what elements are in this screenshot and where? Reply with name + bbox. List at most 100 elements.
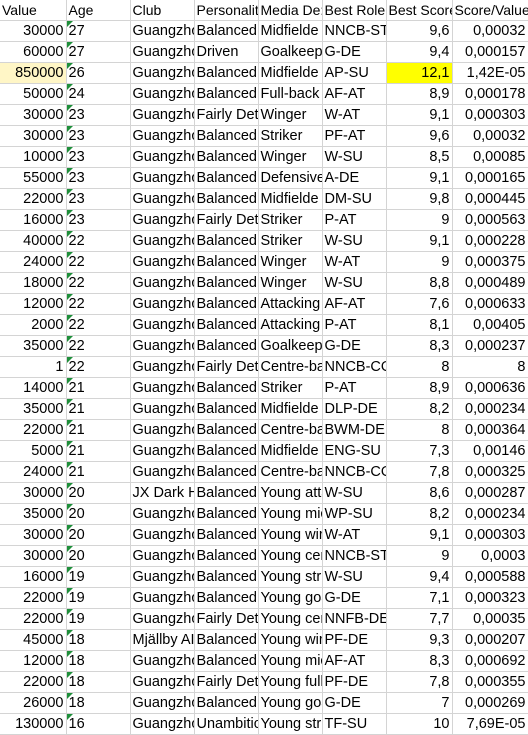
cell-age[interactable]: 22 [66, 293, 131, 315]
cell-value[interactable]: 30000 [0, 545, 67, 567]
cell-age[interactable]: 18 [66, 650, 131, 672]
cell-best-score[interactable]: 9,1 [386, 524, 453, 546]
cell-club[interactable]: Guangzho [130, 335, 195, 357]
cell-club[interactable]: Guangzho [130, 167, 195, 189]
cell-best-role[interactable]: P-AT [322, 209, 387, 231]
cell-personality[interactable]: Balanced [194, 482, 259, 504]
cell-best-role[interactable]: W-SU [322, 230, 387, 252]
cell-personality[interactable]: Balanced [194, 83, 259, 105]
cell-score-per-value[interactable]: 0,00405 [452, 314, 528, 336]
cell-media-description[interactable]: Young wir [258, 524, 323, 546]
cell-club[interactable]: Guangzho [130, 230, 195, 252]
cell-score-per-value[interactable]: 7,69E-05 [452, 713, 528, 735]
cell-best-role[interactable]: NNCB-CO [322, 356, 387, 378]
cell-best-role[interactable]: P-AT [322, 377, 387, 399]
cell-best-role[interactable]: NNCB-CO [322, 461, 387, 483]
cell-personality[interactable]: Balanced [194, 167, 259, 189]
cell-club[interactable]: Guangzho [130, 692, 195, 714]
cell-media-description[interactable]: Defensive [258, 167, 323, 189]
cell-best-score[interactable]: 8,2 [386, 503, 453, 525]
cell-score-per-value[interactable]: 0,000325 [452, 461, 528, 483]
cell-media-description[interactable]: Young full [258, 671, 323, 693]
cell-club[interactable]: Guangzho [130, 146, 195, 168]
cell-media-description[interactable]: Centre-ba [258, 419, 323, 441]
cell-age[interactable]: 21 [66, 419, 131, 441]
cell-best-role[interactable]: W-AT [322, 524, 387, 546]
cell-score-per-value[interactable]: 0,00032 [452, 125, 528, 147]
cell-best-role[interactable]: AF-AT [322, 83, 387, 105]
cell-value[interactable]: 35000 [0, 335, 67, 357]
cell-club[interactable]: Guangzho [130, 587, 195, 609]
cell-best-score[interactable]: 10 [386, 713, 453, 735]
cell-best-role[interactable]: WP-SU [322, 503, 387, 525]
cell-score-per-value[interactable]: 0,000563 [452, 209, 528, 231]
cell-age[interactable]: 19 [66, 608, 131, 630]
cell-media-description[interactable]: Winger [258, 104, 323, 126]
cell-personality[interactable]: Balanced [194, 461, 259, 483]
cell-best-score[interactable]: 7,8 [386, 671, 453, 693]
cell-club[interactable]: Guangzho [130, 62, 195, 84]
cell-best-role[interactable]: PF-DE [322, 629, 387, 651]
cell-media-description[interactable]: Striker [258, 377, 323, 399]
cell-value[interactable]: 50000 [0, 83, 67, 105]
cell-best-score[interactable]: 7 [386, 692, 453, 714]
cell-media-description[interactable]: Young stri [258, 566, 323, 588]
cell-value[interactable]: 30000 [0, 104, 67, 126]
cell-best-role[interactable]: A-DE [322, 167, 387, 189]
cell-personality[interactable]: Balanced [194, 293, 259, 315]
cell-personality[interactable]: Balanced [194, 335, 259, 357]
cell-best-score[interactable]: 7,6 [386, 293, 453, 315]
cell-media-description[interactable]: Young atta [258, 482, 323, 504]
cell-score-per-value[interactable]: 8 [452, 356, 528, 378]
cell-best-score[interactable]: 8,2 [386, 398, 453, 420]
cell-personality[interactable]: Balanced [194, 188, 259, 210]
cell-media-description[interactable]: Goalkeep [258, 41, 323, 63]
cell-value[interactable]: 1 [0, 356, 67, 378]
cell-best-role[interactable]: DM-SU [322, 188, 387, 210]
cell-score-per-value[interactable]: 0,000489 [452, 272, 528, 294]
cell-personality[interactable]: Balanced [194, 125, 259, 147]
cell-value[interactable]: 22000 [0, 419, 67, 441]
cell-age[interactable]: 21 [66, 461, 131, 483]
cell-club[interactable]: Guangzho [130, 314, 195, 336]
cell-best-score[interactable]: 9,6 [386, 20, 453, 42]
cell-best-score[interactable]: 8 [386, 419, 453, 441]
cell-age[interactable]: 27 [66, 41, 131, 63]
cell-score-per-value[interactable]: 0,000633 [452, 293, 528, 315]
cell-personality[interactable]: Balanced [194, 440, 259, 462]
cell-value[interactable]: 10000 [0, 146, 67, 168]
cell-club[interactable]: Guangzho [130, 356, 195, 378]
cell-age[interactable]: 23 [66, 104, 131, 126]
cell-club[interactable]: Guangzho [130, 41, 195, 63]
header-age[interactable]: Age [66, 0, 131, 21]
cell-best-role[interactable]: G-DE [322, 41, 387, 63]
cell-score-per-value[interactable]: 0,000234 [452, 503, 528, 525]
cell-value[interactable]: 12000 [0, 293, 67, 315]
cell-media-description[interactable]: Midfielde [258, 20, 323, 42]
cell-best-role[interactable]: G-DE [322, 692, 387, 714]
cell-club[interactable]: Guangzho [130, 398, 195, 420]
cell-age[interactable]: 19 [66, 566, 131, 588]
cell-personality[interactable]: Balanced [194, 146, 259, 168]
header-club[interactable]: Club [130, 0, 195, 21]
cell-club[interactable]: Guangzho [130, 545, 195, 567]
cell-media-description[interactable]: Young mic [258, 503, 323, 525]
cell-best-role[interactable]: NNCB-ST [322, 545, 387, 567]
cell-value[interactable]: 60000 [0, 41, 67, 63]
cell-value[interactable]: 35000 [0, 398, 67, 420]
cell-club[interactable]: Guangzho [130, 377, 195, 399]
cell-club[interactable]: Guangzho [130, 188, 195, 210]
cell-personality[interactable]: Fairly Det [194, 671, 259, 693]
cell-score-per-value[interactable]: 0,000234 [452, 398, 528, 420]
cell-score-per-value[interactable]: 0,000692 [452, 650, 528, 672]
cell-best-role[interactable]: W-AT [322, 104, 387, 126]
cell-value[interactable]: 55000 [0, 167, 67, 189]
cell-score-per-value[interactable]: 0,000157 [452, 41, 528, 63]
cell-best-score[interactable]: 7,1 [386, 587, 453, 609]
cell-club[interactable]: JX Dark H [130, 482, 195, 504]
cell-age[interactable]: 18 [66, 671, 131, 693]
cell-best-score[interactable]: 9,1 [386, 230, 453, 252]
cell-media-description[interactable]: Attacking [258, 314, 323, 336]
cell-value[interactable]: 16000 [0, 566, 67, 588]
cell-best-role[interactable]: BWM-DE [322, 419, 387, 441]
